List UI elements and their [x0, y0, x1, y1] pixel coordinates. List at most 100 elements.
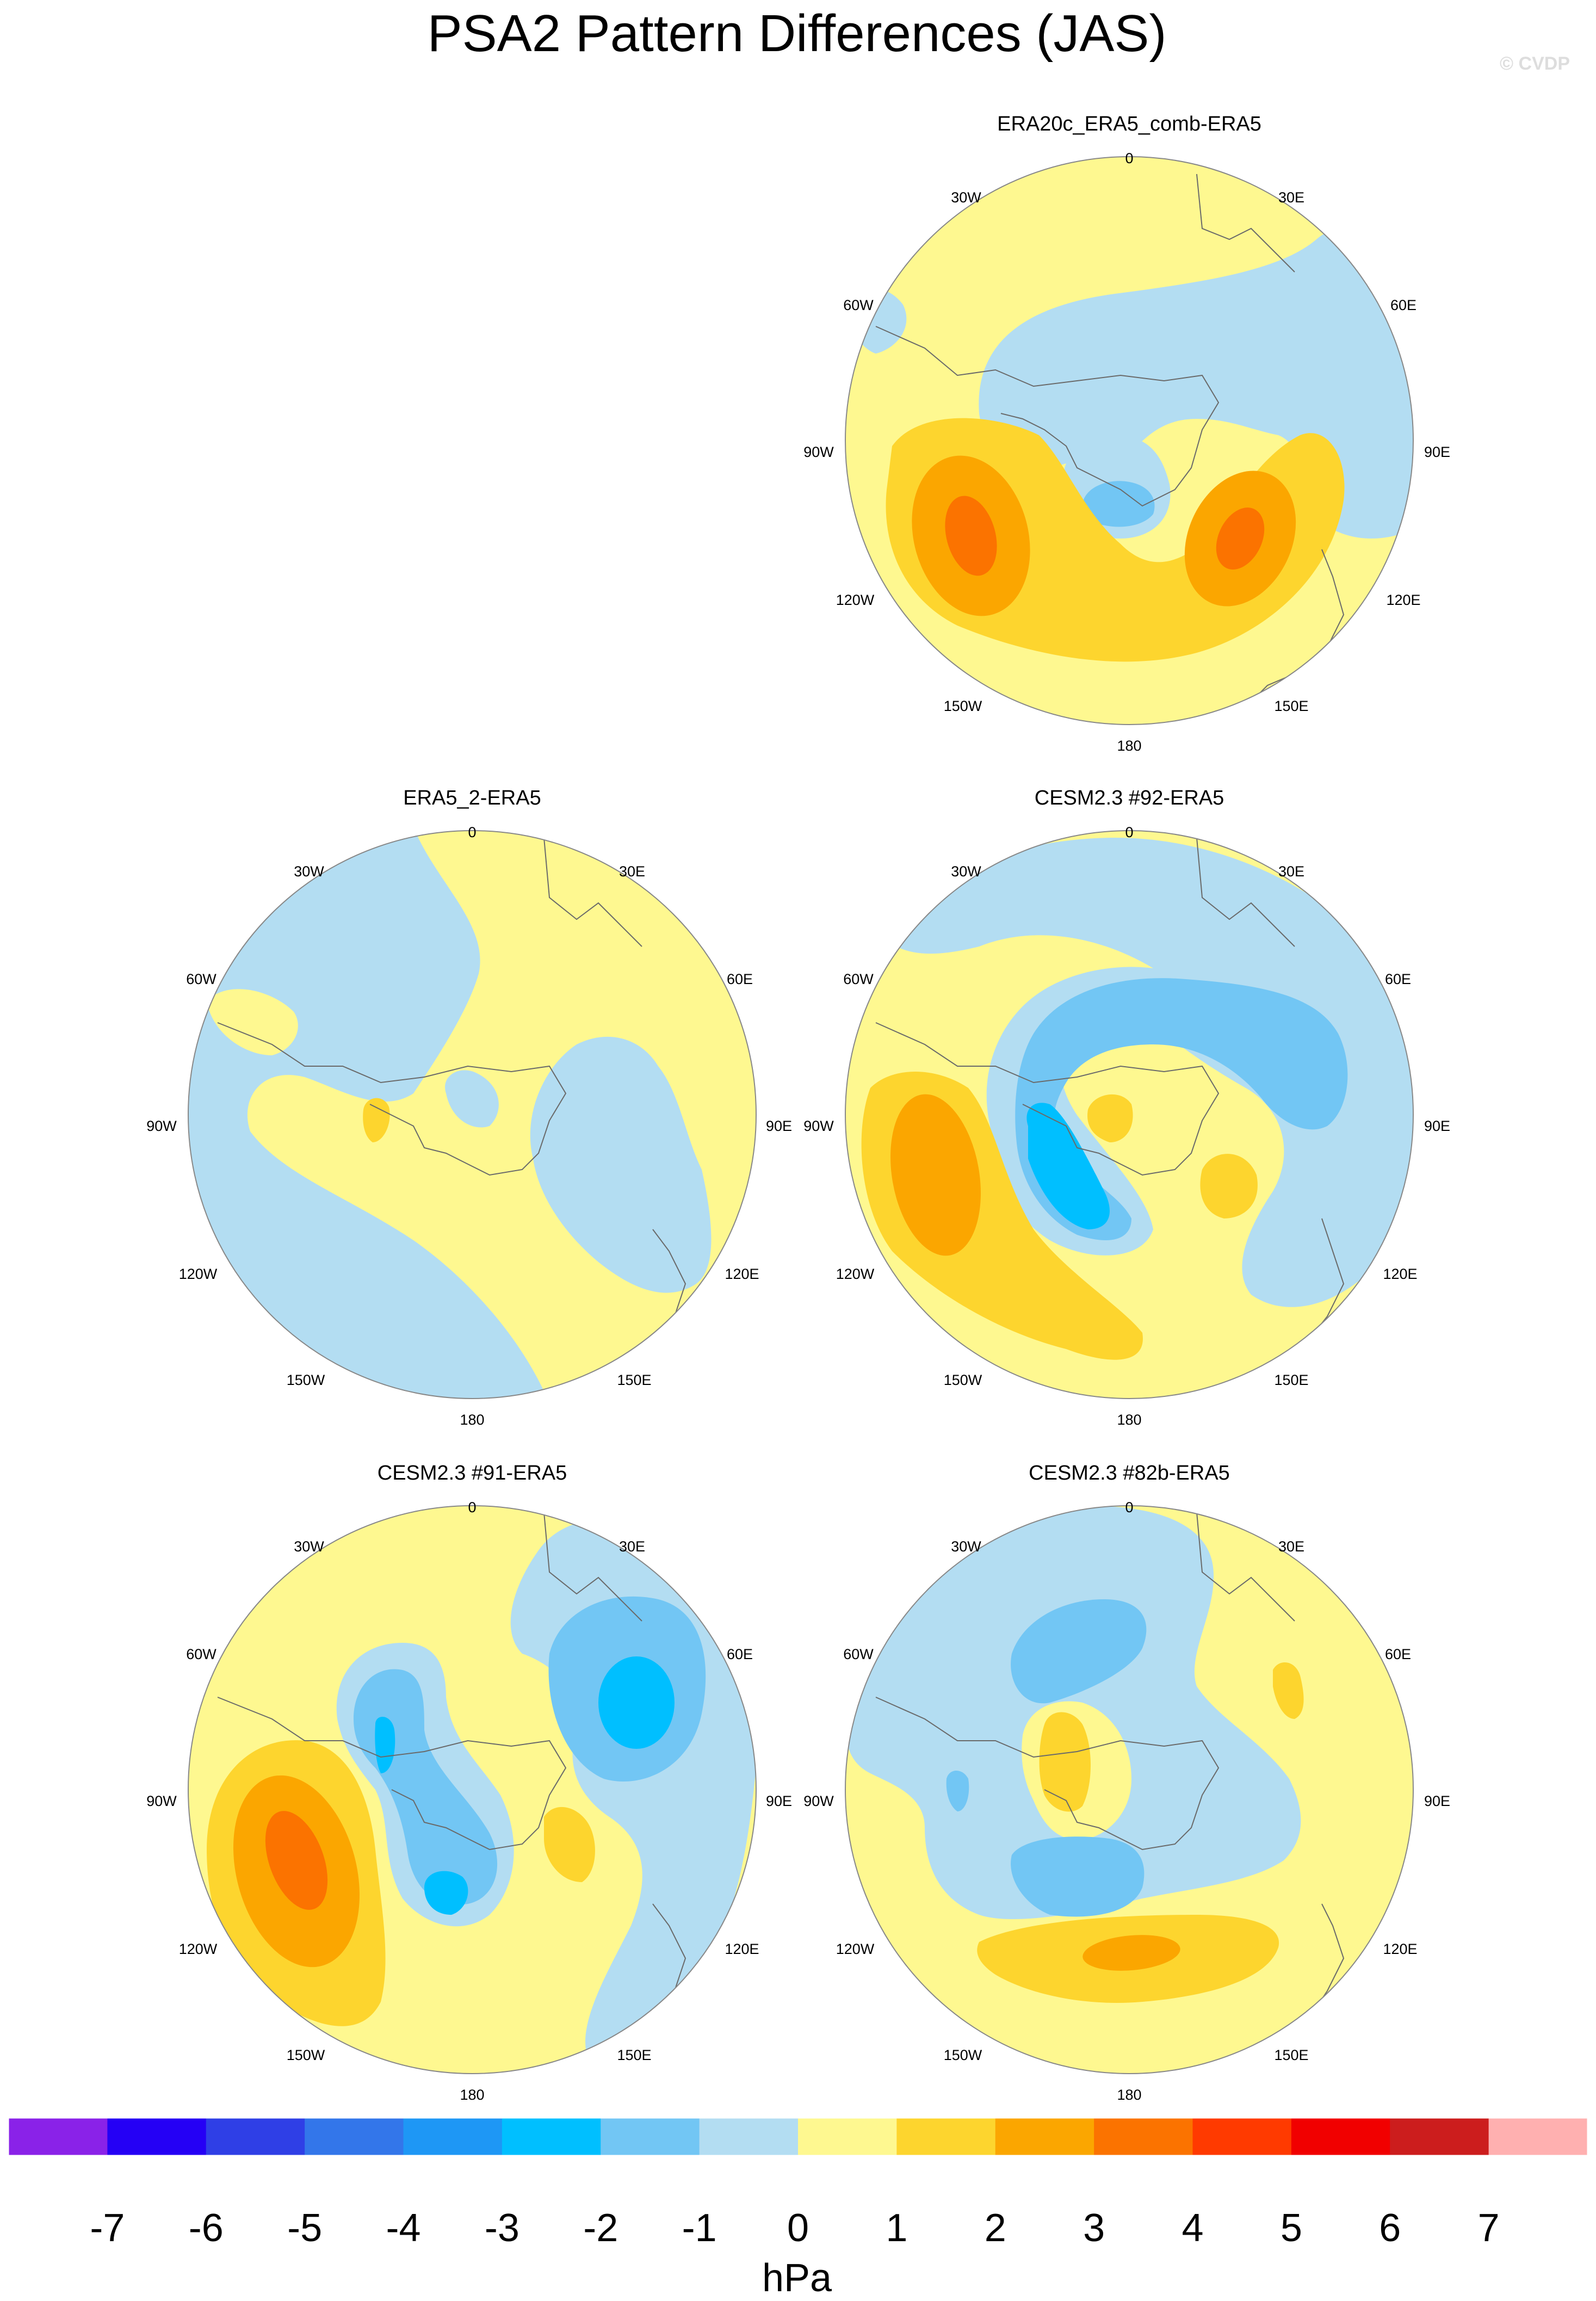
map-panel-era20c: ERA20c_ERA5_comb-ERA5 0 30E 60E 90E 120E…: [803, 113, 1450, 754]
lon-label: 30W: [294, 863, 324, 880]
map-panel-cesm-91: CESM2.3 #91-ERA5 0 30E 60E 90E 120E 150E…: [146, 1462, 792, 2103]
panel-title: ERA5_2-ERA5: [403, 787, 541, 809]
lon-label: 120W: [836, 1941, 875, 1957]
lon-label: 60W: [843, 297, 874, 313]
negative-region: [1082, 481, 1155, 527]
lon-label: 120W: [179, 1941, 218, 1957]
lon-label: 30E: [1278, 863, 1304, 880]
positive-region: [363, 1098, 390, 1142]
positive-region: [544, 1807, 595, 1882]
lon-label: 30W: [951, 863, 981, 880]
positive-region: [1087, 1094, 1133, 1142]
lon-label: 30W: [951, 189, 981, 206]
lon-label: 0: [468, 824, 476, 840]
lon-label: 150E: [1274, 2047, 1308, 2063]
positive-region: [1273, 1662, 1304, 1719]
lon-label: 90E: [1424, 444, 1450, 460]
lon-label: 0: [1125, 1499, 1133, 1516]
colorbar-swatch: [502, 2118, 601, 2155]
panel-title: CESM2.3 #82b-ERA5: [1029, 1462, 1230, 1484]
map-boundary: [845, 156, 1414, 725]
lon-label: 90W: [803, 1118, 834, 1134]
lon-label: 180: [1117, 738, 1141, 754]
colorbar-swatch: [1192, 2118, 1292, 2155]
lon-labels: 0 30E 60E 90E 120E 150E 180 150W 120W 90…: [146, 1499, 792, 2103]
lon-label: 30E: [619, 1538, 645, 1555]
lon-labels: 0 30E 60E 90E 120E 150E 180 150W 120W 90…: [803, 1499, 1450, 2103]
lon-label: 90E: [766, 1793, 792, 1809]
colorbar-swatch: [1488, 2118, 1588, 2155]
panel-title: ERA20c_ERA5_comb-ERA5: [997, 113, 1261, 135]
map-boundary: [188, 1505, 757, 2074]
colorbar-swatch: [107, 2118, 207, 2155]
lon-label: 150E: [617, 1372, 651, 1388]
lon-label: 150W: [944, 1372, 982, 1388]
positive-region: [1082, 1935, 1180, 1971]
negative-region: [598, 1656, 675, 1749]
lon-label: 60E: [1385, 971, 1411, 987]
map-boundary: [188, 830, 757, 1399]
lon-label: 180: [460, 1412, 484, 1428]
colorbar-tick-label: -2: [583, 2206, 618, 2250]
lon-label: 90W: [146, 1118, 177, 1134]
colorbar-swatch: [1390, 2118, 1489, 2155]
colorbar-tick-label: 6: [1379, 2206, 1401, 2250]
panel-title: CESM2.3 #91-ERA5: [378, 1462, 567, 1484]
colorbar-swatch: [1291, 2118, 1390, 2155]
lon-label: 0: [468, 1499, 476, 1516]
lon-labels: 0 30E 60E 90E 120E 150E 180 150W 120W 90…: [803, 150, 1450, 754]
positive-region: [945, 496, 997, 576]
lon-label: 120E: [1383, 1941, 1417, 1957]
lon-label: 90E: [1424, 1793, 1450, 1809]
negative-region: [424, 1871, 468, 1915]
colorbar-tick-label: 1: [886, 2206, 907, 2250]
colorbar-tick-label: -7: [90, 2206, 125, 2250]
lon-label: 180: [1117, 2087, 1141, 2103]
lon-label: 150W: [287, 1372, 325, 1388]
panel-title: CESM2.3 #92-ERA5: [1035, 787, 1224, 809]
colorbar-swatch: [1094, 2118, 1193, 2155]
lon-label: 60W: [843, 1646, 874, 1662]
map-boundary: [845, 1505, 1414, 2074]
positive-region: [265, 1811, 328, 1910]
lon-label: 0: [1125, 824, 1133, 840]
lon-label: 30E: [1278, 189, 1304, 206]
negative-region: [188, 831, 549, 1399]
lon-label: 120W: [179, 1266, 218, 1282]
lon-label: 180: [1117, 1412, 1141, 1428]
colorbar-swatch: [601, 2118, 700, 2155]
lon-label: 30W: [294, 1538, 324, 1555]
colorbar-frame: [8, 2118, 1588, 2156]
colorbar-swatch: [699, 2118, 799, 2155]
colorbar-tick-label: -3: [485, 2206, 519, 2250]
colorbar-tick-label: 7: [1478, 2206, 1500, 2250]
lon-label: 120E: [1383, 1266, 1417, 1282]
colorbar-tick-label: -5: [287, 2206, 322, 2250]
map-panel-cesm-82b: CESM2.3 #82b-ERA5 0 30E 60E 90E 120E 150…: [803, 1462, 1450, 2103]
lon-label: 60W: [186, 971, 216, 987]
lon-label: 30E: [619, 863, 645, 880]
negative-region: [946, 1771, 969, 1811]
negative-region: [1011, 1599, 1147, 1704]
colorbar-swatch: [995, 2118, 1094, 2155]
colorbar-swatch: [206, 2118, 305, 2155]
lon-label: 120E: [1386, 592, 1420, 608]
lon-label: 0: [1125, 150, 1133, 166]
colorbar-tick-label: -1: [682, 2206, 717, 2250]
colorbar-tick-label: 3: [1083, 2206, 1105, 2250]
lon-label: 120W: [836, 1266, 875, 1282]
lon-label: 30W: [951, 1538, 981, 1555]
lon-label: 150W: [944, 2047, 982, 2063]
lon-label: 60W: [843, 971, 874, 987]
lon-label: 90W: [803, 1793, 834, 1809]
colorbar-swatch: [403, 2118, 503, 2155]
lon-label: 60E: [1390, 297, 1416, 313]
lon-label: 60E: [1385, 1646, 1411, 1662]
positive-region: [207, 989, 298, 1055]
map-panel-cesm-92: CESM2.3 #92-ERA5 0 30E 60E 90E 120E 150E…: [803, 787, 1450, 1428]
positive-region: [1200, 1154, 1258, 1218]
positive-region: [1216, 508, 1265, 570]
lon-label: 60W: [186, 1646, 216, 1662]
lon-label: 90W: [803, 444, 834, 460]
